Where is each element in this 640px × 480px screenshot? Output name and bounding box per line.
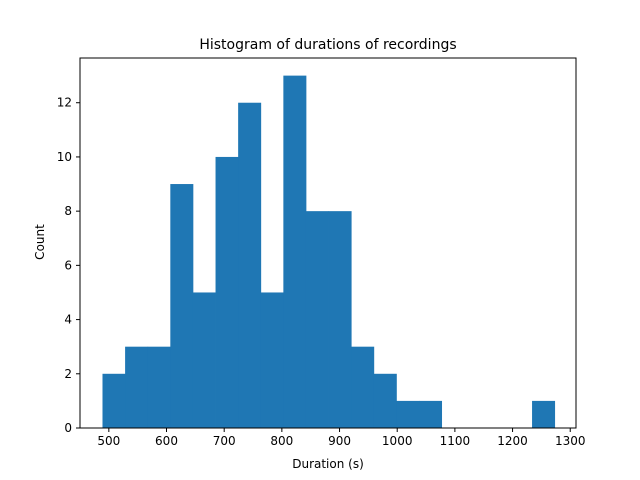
x-tick-label: 900 (328, 434, 351, 448)
x-tick-label: 800 (270, 434, 293, 448)
histogram-bar-2 (147, 346, 171, 428)
plot-frame (79, 57, 577, 429)
histogram-bar-13 (396, 400, 420, 428)
y-tick-label: 4 (64, 313, 72, 327)
histogram-bar-1 (125, 346, 149, 428)
histogram-bar-14 (419, 400, 443, 428)
histogram-bar-7 (260, 292, 284, 428)
histogram-bar-8 (283, 75, 307, 428)
y-tick-label: 6 (64, 258, 72, 272)
histogram-bar-4 (192, 292, 216, 428)
y-tick-label: 12 (57, 96, 72, 110)
histogram-bar-0 (102, 373, 126, 428)
y-axis-label: Count (33, 224, 47, 260)
histogram-bar-11 (351, 346, 375, 428)
x-tick-label: 600 (155, 434, 178, 448)
x-tick-label: 1200 (497, 434, 528, 448)
histogram-bar-3 (170, 184, 194, 428)
y-tick-label: 0 (64, 421, 72, 435)
y-axis-ticks: 0 2 4 6 8 10 12 (57, 96, 80, 435)
histogram-bar-19 (532, 400, 556, 428)
x-tick-label: 1100 (440, 434, 471, 448)
bars-group (102, 75, 556, 428)
y-tick-label: 2 (64, 367, 72, 381)
x-axis-ticks: 500 600 700 800 900 1000 1100 1200 1300 (97, 428, 586, 448)
chart-title: Histogram of durations of recordings (199, 37, 456, 53)
x-tick-label: 700 (213, 434, 236, 448)
histogram-bar-9 (305, 211, 329, 428)
x-tick-label: 1300 (555, 434, 586, 448)
x-tick-label: 500 (97, 434, 120, 448)
histogram-bar-5 (215, 156, 239, 428)
histogram-bar-6 (238, 102, 262, 428)
x-tick-label: 1000 (382, 434, 413, 448)
x-axis-label: Duration (s) (292, 457, 364, 471)
y-tick-label: 10 (57, 150, 72, 164)
y-tick-label: 8 (64, 204, 72, 218)
histogram-bar-12 (373, 373, 397, 428)
histogram-bar-10 (328, 211, 352, 428)
